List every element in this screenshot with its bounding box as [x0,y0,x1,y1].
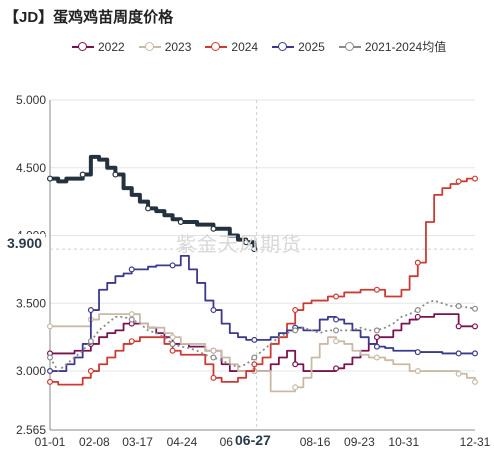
legend-swatch [72,41,94,53]
y-tick-label: 5.000 [16,93,46,107]
data-point [414,349,421,356]
data-point [46,378,53,385]
chart-legend: 2022 2023 2024 2025 2021-2024均值 [72,38,446,55]
x-tick-label: 02-08 [79,435,110,449]
data-point [112,171,119,178]
data-point [333,338,340,345]
data-point [373,343,380,350]
legend-item[interactable]: 2021-2024均值 [338,38,447,55]
series-line-2021-2024均值 [49,299,476,372]
data-point [145,205,152,212]
chart-title: 【JD】蛋鸡鸡苗周度价格 [4,9,174,26]
data-point [210,354,217,361]
data-point [414,259,421,266]
legend-swatch [272,41,295,53]
data-point [373,286,380,293]
watermark-text: 紫金天风期货 [176,234,302,256]
series-line-2025 [50,254,475,372]
data-point [251,361,258,368]
highlight-date-label: 06-27 [233,432,273,448]
legend-swatch [338,41,361,53]
data-point [472,350,479,357]
data-point [472,323,479,330]
y-tick-label: 3.500 [16,296,46,310]
y-tick-label: 3.000 [16,364,46,378]
legend-item[interactable]: 2022 [72,38,125,55]
data-point [87,338,94,345]
data-point [333,365,340,372]
legend-item[interactable]: 2024 [205,38,258,55]
data-point [333,293,340,300]
data-point [243,239,250,246]
data-point [210,347,217,354]
data-point [128,316,135,323]
data-point [169,340,176,347]
x-tick-label: 06 [220,435,234,449]
data-point [455,370,462,377]
data-point [87,368,94,375]
data-point [292,307,299,314]
series-line-2023 [50,313,476,393]
data-point [251,246,258,253]
series-line-2022 [50,313,475,372]
data-point [46,175,53,182]
data-point [169,262,176,269]
data-point [455,302,462,309]
data-point [292,384,299,391]
data-point [128,266,135,273]
legend-swatch [138,41,161,53]
data-point [210,374,217,381]
data-point [87,307,94,314]
data-point [46,368,53,375]
data-point [251,354,258,361]
data-point [128,311,135,318]
data-point [333,327,340,334]
data-point [373,354,380,361]
data-point [472,305,479,312]
data-point [210,307,217,314]
legend-label: 2025 [298,39,325,54]
legend-label: 2024 [231,39,259,54]
y-tick-label: 4.500 [16,161,46,175]
x-tick-label: 08-16 [300,435,331,449]
data-point [79,171,86,178]
y-tick-label: 2.565 [16,423,46,437]
data-point [414,313,421,320]
x-tick-label: 01-01 [35,435,66,449]
data-point [455,350,462,357]
legend-swatch [205,41,228,53]
data-point [373,327,380,334]
data-point [169,347,176,354]
data-point [292,361,299,368]
x-tick-label: 03-17 [122,435,153,449]
data-point [333,316,340,323]
x-tick-label: 09-23 [344,435,375,449]
data-point [414,368,421,375]
legend-label: 2023 [164,39,192,54]
legend-label: 2021-2024均值 [364,40,447,54]
x-tick-label: 04-24 [167,435,198,449]
data-point [472,175,479,182]
legend-item[interactable]: 2025 [272,38,325,55]
data-point [46,323,53,330]
data-point [455,323,462,330]
data-point [177,218,184,225]
legend-item[interactable]: 2023 [138,38,192,55]
data-point [169,334,176,341]
data-point [472,378,479,385]
data-point [292,327,299,334]
highlight-value-label: 3.900 [4,234,46,252]
data-point [210,225,217,232]
series-line-2024 [50,177,475,386]
x-tick-label: 12-31 [460,435,491,449]
data-point [128,338,135,345]
data-point [251,336,258,343]
data-point [46,354,53,361]
legend-label: 2022 [98,39,125,54]
data-point [455,178,462,185]
x-tick-label: 10-31 [388,435,419,449]
data-point [373,334,380,341]
data-point [414,307,421,314]
